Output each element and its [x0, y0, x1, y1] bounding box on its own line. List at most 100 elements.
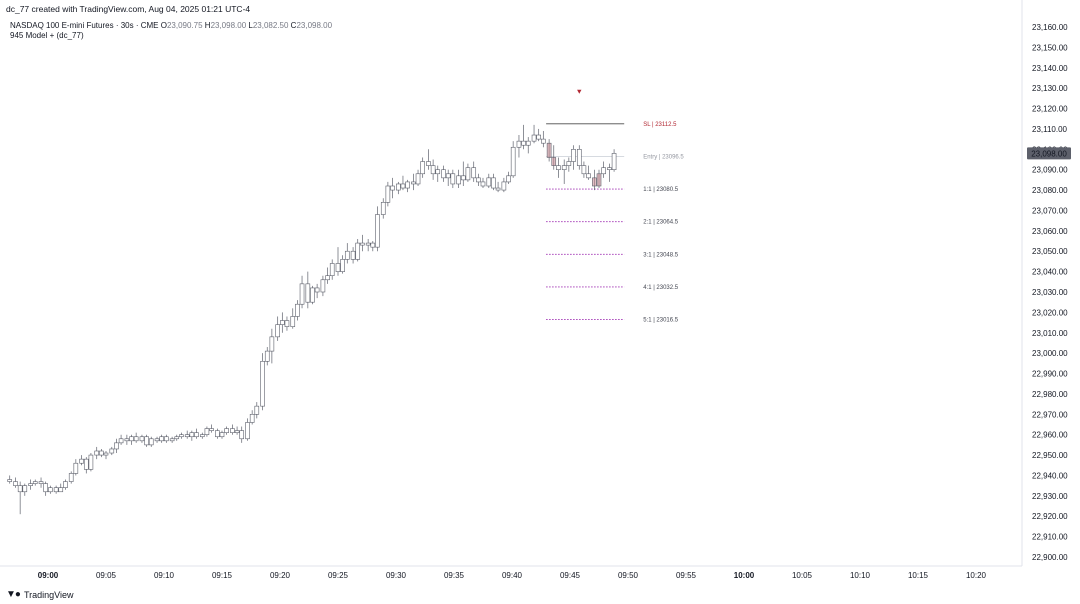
candle-body [390, 185, 395, 191]
candle [390, 177, 395, 199]
candle [411, 173, 416, 191]
candle-body [194, 432, 199, 438]
candle [350, 247, 356, 264]
candle-body [53, 487, 59, 493]
candle-body [335, 263, 341, 272]
symbol-name[interactable]: NASDAQ 100 E-mini Futures · 30s · CME [10, 21, 159, 30]
candle [430, 159, 436, 180]
candle-body [370, 242, 376, 248]
candle [224, 426, 229, 435]
time-tick-label: 09:10 [154, 571, 175, 580]
candle-body [209, 428, 214, 431]
candle-body [607, 167, 612, 170]
indicator-legend[interactable]: 945 Model + (dc_77) [10, 31, 84, 40]
candle [239, 426, 245, 443]
candle [396, 181, 401, 195]
price-tick-label: 22,980.00 [1032, 390, 1068, 399]
candle-body [506, 175, 511, 183]
brand-name: TradingView [23, 589, 74, 600]
candle [400, 175, 406, 191]
candle [68, 471, 74, 484]
candle-body [179, 434, 184, 438]
candle [22, 483, 28, 496]
candle [58, 483, 64, 493]
candle [94, 446, 100, 460]
candle-body [230, 428, 235, 433]
candle [230, 424, 235, 435]
candle [344, 243, 350, 264]
last-price-badge: 23,098.00 [1027, 147, 1071, 160]
candle-body [460, 175, 466, 181]
candle [129, 434, 134, 445]
candle-body [88, 454, 94, 470]
candle [365, 239, 371, 252]
candle-body [350, 250, 356, 260]
candle [169, 436, 175, 443]
candle-body [546, 142, 552, 158]
candle [254, 402, 260, 419]
candle-body [531, 134, 537, 142]
candle [495, 181, 501, 193]
candle-body [7, 479, 13, 482]
candle [335, 247, 341, 276]
candle [375, 206, 380, 252]
candle-body [215, 430, 220, 438]
candle-body [592, 177, 597, 187]
level-label: 3:1 | 23048.5 [643, 252, 679, 258]
candle-body [501, 181, 507, 191]
time-tick-label: 10:05 [792, 571, 813, 580]
low-label: L [248, 21, 253, 30]
candle [571, 145, 576, 170]
candle [385, 181, 391, 207]
candle [592, 169, 597, 191]
candle-body [13, 481, 18, 486]
price-tick-label: 22,990.00 [1032, 370, 1068, 379]
candle-body [556, 165, 561, 170]
candle [88, 453, 94, 472]
candle-body [38, 481, 44, 484]
candle [516, 135, 522, 158]
candle [275, 316, 280, 341]
candle [556, 157, 561, 178]
candle-body [380, 202, 386, 215]
candle-body [189, 432, 195, 438]
time-tick-label: 09:00 [38, 571, 59, 580]
time-axis[interactable]: 09:00 09:05 09:10 09:15 09:20 09:25 09:30 09:35… [38, 571, 987, 580]
candle-body [375, 214, 380, 248]
candle-body [68, 473, 74, 482]
candle-body [234, 430, 240, 433]
candle-body [148, 438, 154, 446]
candle [73, 459, 79, 476]
low-value: 23,082.50 [252, 21, 289, 30]
candle [17, 481, 23, 515]
candle [576, 145, 582, 170]
time-tick-label: 10:15 [908, 571, 929, 580]
price-tick-label: 23,000.00 [1032, 349, 1068, 358]
open-label: O [160, 21, 167, 30]
candle [103, 451, 109, 460]
candle-body [420, 161, 425, 175]
level-label: 5:1 | 23016.5 [643, 318, 679, 324]
candle-body [305, 283, 311, 303]
candle [249, 410, 255, 425]
candle-body [581, 165, 587, 175]
candle [546, 139, 552, 162]
candle [456, 169, 461, 189]
candle-body [310, 287, 315, 303]
chart-credit: dc_77 created with TradingView.com, Aug … [6, 4, 251, 14]
price-tick-label: 23,010.00 [1032, 329, 1068, 338]
price-tick-label: 23,130.00 [1032, 84, 1068, 93]
candle-body [445, 173, 451, 179]
time-tick-label: 09:30 [386, 571, 407, 580]
candle-body [264, 350, 270, 362]
candle [607, 163, 612, 182]
candle [7, 475, 13, 484]
price-axis[interactable]: 22,900.00 22,910.00 22,920.00 22,930.00 22,9… [1032, 23, 1068, 562]
candle [360, 234, 365, 252]
candle [43, 481, 48, 496]
candle [566, 157, 572, 172]
candle [561, 159, 567, 184]
candle-body [224, 428, 229, 433]
candle [139, 434, 145, 443]
